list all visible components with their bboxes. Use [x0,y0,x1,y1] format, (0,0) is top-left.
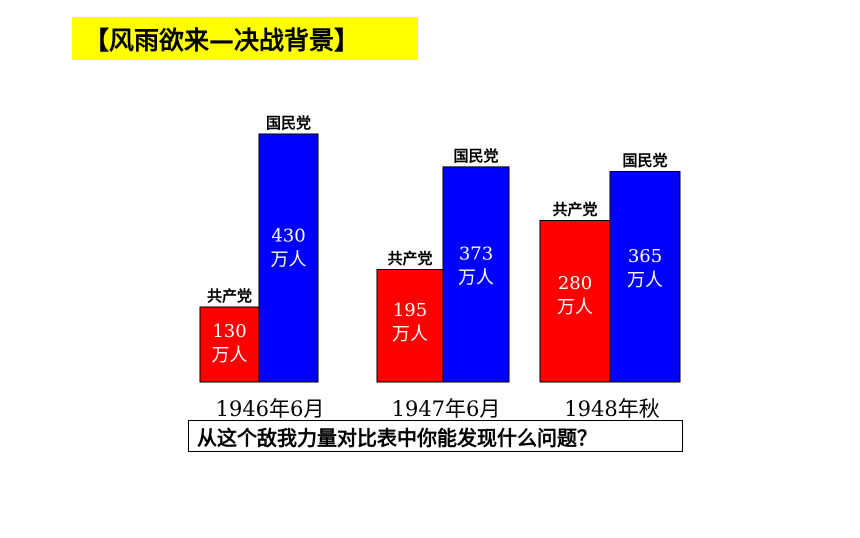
category-label: 1948年秋 [564,397,659,421]
page-title: 【风雨欲来—决战背景】 [72,17,418,60]
series-label: 国民党 [622,151,667,169]
bar [442,166,510,383]
series-label: 共产党 [552,201,597,219]
data-label: 130 [212,321,246,342]
unit-label: 万人 [392,324,428,345]
unit-label: 万人 [627,270,663,291]
bar [199,306,260,383]
category-label: 1947年6月 [392,397,501,421]
series-label: 国民党 [453,147,498,165]
unit-label: 万人 [557,297,593,318]
bar [539,220,611,383]
data-label: 280 [558,273,592,294]
series-label: 共产党 [387,250,432,268]
unit-label: 万人 [212,345,248,366]
unit-label: 万人 [458,268,494,289]
series-label: 国民党 [266,114,311,132]
data-label: 195 [393,300,427,321]
question-box: 从这个敌我力量对比表中你能发现什么问题？ [188,420,683,452]
data-label: 373 [459,244,493,265]
unit-label: 万人 [271,250,307,271]
bar [258,133,319,383]
data-label: 365 [628,246,662,267]
category-label: 1946年6月 [216,397,325,421]
bar [609,170,681,383]
series-label: 共产党 [207,287,252,305]
data-label: 430 [271,226,305,247]
